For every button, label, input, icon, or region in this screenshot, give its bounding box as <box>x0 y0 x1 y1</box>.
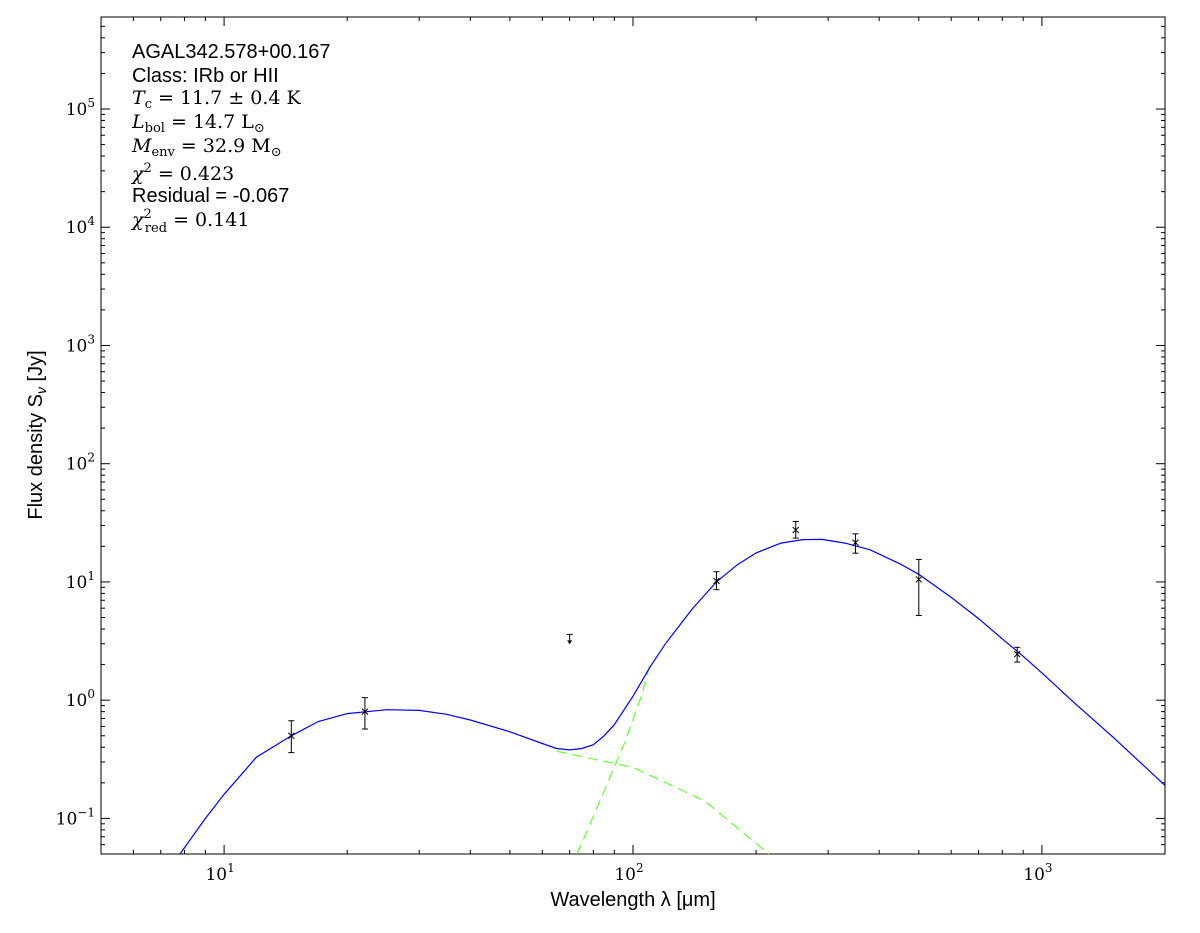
data-point-marker <box>1013 650 1021 658</box>
data-point-marker <box>792 526 800 534</box>
annotation-block: AGAL342.578+00.167 Class: IRb or HII Tc … <box>130 41 331 236</box>
menv-line: Menv = 32.9 M⊙ <box>131 135 282 160</box>
y-tick-label: 101 <box>66 569 95 593</box>
class-label: Class: IRb or HII <box>132 65 279 87</box>
residual-label: Residual = -0.067 <box>132 185 289 207</box>
menv-value: 32.9 M <box>203 135 271 157</box>
x-axis-label: Wavelength λ [μm] <box>550 889 715 911</box>
chi2-red-value: 0.141 <box>195 209 249 231</box>
y-tick-label: 103 <box>66 332 95 356</box>
data-point-marker <box>915 576 923 583</box>
upper-limit-arrow <box>567 640 573 645</box>
chi2-value: 0.423 <box>180 163 234 185</box>
curves-layer <box>179 538 1166 855</box>
y-tick-label: 105 <box>66 96 95 120</box>
y-tick-label: 104 <box>66 214 96 238</box>
y-axis-label-unit: [Jy] <box>25 350 47 387</box>
ticks-layer <box>100 16 1166 855</box>
tc-line: Tc = 11.7 ± 0.4 K <box>132 87 302 112</box>
tc-value: 11.7 ± 0.4 K <box>180 87 302 109</box>
data-point-marker <box>361 708 369 715</box>
y-axis-label-main: Flux density S <box>25 394 47 520</box>
x-tick-label: 103 <box>1023 861 1052 885</box>
chi2-line: χ2 = 0.423 <box>130 161 234 185</box>
component-curve <box>576 664 651 855</box>
y-tick-label: 100 <box>66 687 95 711</box>
y-axis-label-sub: ν <box>33 387 49 394</box>
y-tick-label: 10−1 <box>56 805 95 829</box>
lbol-line: Lbol = 14.7 L⊙ <box>131 111 265 136</box>
points-layer <box>287 520 1021 754</box>
x-tick-label: 101 <box>205 861 234 885</box>
lbol-value: 14.7 L <box>193 111 254 133</box>
component-curve <box>556 750 770 855</box>
data-point-marker <box>287 732 295 740</box>
tick-labels-layer: 101 102 103 10−1 100 101 102 103 104 105 <box>56 96 1053 885</box>
y-axis-label: Flux density Sν [Jy] <box>25 350 49 519</box>
data-point-marker <box>852 539 859 546</box>
y-tick-label: 102 <box>66 451 95 475</box>
data-point-marker <box>713 577 720 585</box>
source-name: AGAL342.578+00.167 <box>132 41 331 63</box>
x-tick-label: 102 <box>614 861 643 885</box>
chi2-red-line: χ2 red = 0.141 <box>130 207 249 236</box>
model-curve <box>179 538 1166 855</box>
